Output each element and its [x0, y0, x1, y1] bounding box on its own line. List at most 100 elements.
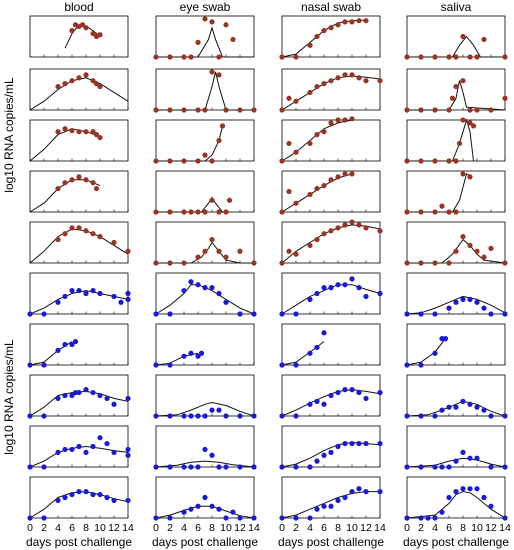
data-point	[432, 260, 438, 266]
data-point	[153, 158, 159, 164]
data-point	[202, 494, 208, 501]
x-tick-label: 2	[293, 522, 299, 534]
data-point	[293, 311, 299, 317]
data-point	[449, 95, 456, 101]
column-title: saliva	[441, 0, 472, 14]
data-point	[230, 36, 236, 43]
data-point	[167, 311, 173, 317]
data-point	[307, 515, 313, 521]
data-point	[125, 452, 131, 458]
x-tick-label: 12	[108, 522, 120, 534]
data-point	[474, 404, 480, 410]
panel	[29, 221, 131, 264]
data-point	[481, 494, 487, 501]
data-point	[125, 446, 131, 453]
data-point	[90, 287, 96, 294]
data-point	[76, 443, 82, 450]
data-point	[467, 174, 473, 180]
data-point	[446, 305, 452, 311]
data-point	[460, 398, 466, 404]
panel-frame	[406, 221, 506, 264]
data-point	[293, 149, 299, 155]
panel	[27, 425, 131, 470]
data-point	[404, 311, 410, 317]
data-point	[314, 398, 320, 404]
data-point	[342, 72, 348, 78]
data-point	[502, 95, 508, 101]
data-point	[307, 296, 313, 302]
data-point	[209, 19, 215, 25]
panel	[29, 170, 129, 213]
data-point	[167, 260, 173, 266]
data-point	[62, 392, 68, 399]
data-point	[377, 440, 383, 447]
panel	[279, 425, 383, 470]
data-point	[418, 362, 424, 368]
data-point	[321, 81, 327, 87]
data-point	[83, 387, 89, 393]
data-point	[363, 440, 369, 447]
data-point	[219, 123, 226, 129]
data-point	[153, 362, 159, 368]
data-point	[90, 78, 96, 84]
data-point	[293, 200, 299, 206]
panel-frame	[29, 15, 129, 58]
data-point	[237, 464, 243, 470]
fit-curve	[281, 119, 353, 162]
data-point	[27, 464, 33, 470]
data-point	[432, 54, 438, 60]
data-point	[335, 117, 341, 123]
panel	[279, 170, 381, 215]
data-point	[377, 78, 383, 84]
x-axis-label: days post challenge	[26, 535, 132, 549]
data-point	[167, 515, 173, 521]
data-point	[502, 311, 508, 317]
data-point	[335, 389, 341, 396]
data-point	[202, 285, 208, 291]
panel-frame	[406, 272, 506, 315]
data-point	[307, 242, 313, 249]
panel-frame	[155, 221, 255, 264]
data-point	[404, 209, 410, 215]
data-point	[55, 83, 61, 90]
data-point	[474, 486, 480, 492]
data-point	[69, 78, 75, 84]
x-tick-label: 4	[432, 522, 438, 534]
data-point	[41, 413, 47, 419]
data-point	[62, 180, 68, 186]
panel	[279, 374, 383, 419]
data-point	[279, 515, 285, 521]
data-point	[153, 260, 159, 266]
data-point	[76, 75, 82, 81]
data-point	[460, 117, 466, 123]
panel	[153, 15, 255, 60]
panel	[153, 221, 257, 266]
data-point	[418, 158, 424, 164]
data-point	[488, 413, 494, 419]
x-tick-label: 14	[122, 522, 134, 534]
data-point	[62, 81, 68, 87]
data-point	[314, 83, 320, 90]
data-point	[55, 449, 61, 455]
x-tick-label: 14	[374, 522, 386, 534]
data-point	[481, 305, 487, 311]
data-point	[62, 341, 68, 348]
fit-curve	[156, 125, 223, 162]
data-point	[62, 494, 68, 501]
fit-curve	[407, 173, 471, 213]
panel	[27, 374, 131, 419]
data-point	[328, 392, 334, 399]
data-point	[167, 107, 173, 113]
data-point	[209, 69, 215, 75]
data-point	[72, 338, 79, 345]
data-point	[321, 129, 327, 135]
data-point	[195, 503, 201, 509]
fit-curve	[281, 173, 353, 213]
y-axis-label-top: log10 RNA copies/mL	[2, 77, 16, 193]
data-point	[251, 413, 257, 419]
data-point	[195, 413, 201, 419]
data-point	[328, 228, 334, 234]
data-point	[342, 222, 348, 228]
data-point	[76, 174, 82, 180]
panel-frame	[281, 476, 381, 519]
